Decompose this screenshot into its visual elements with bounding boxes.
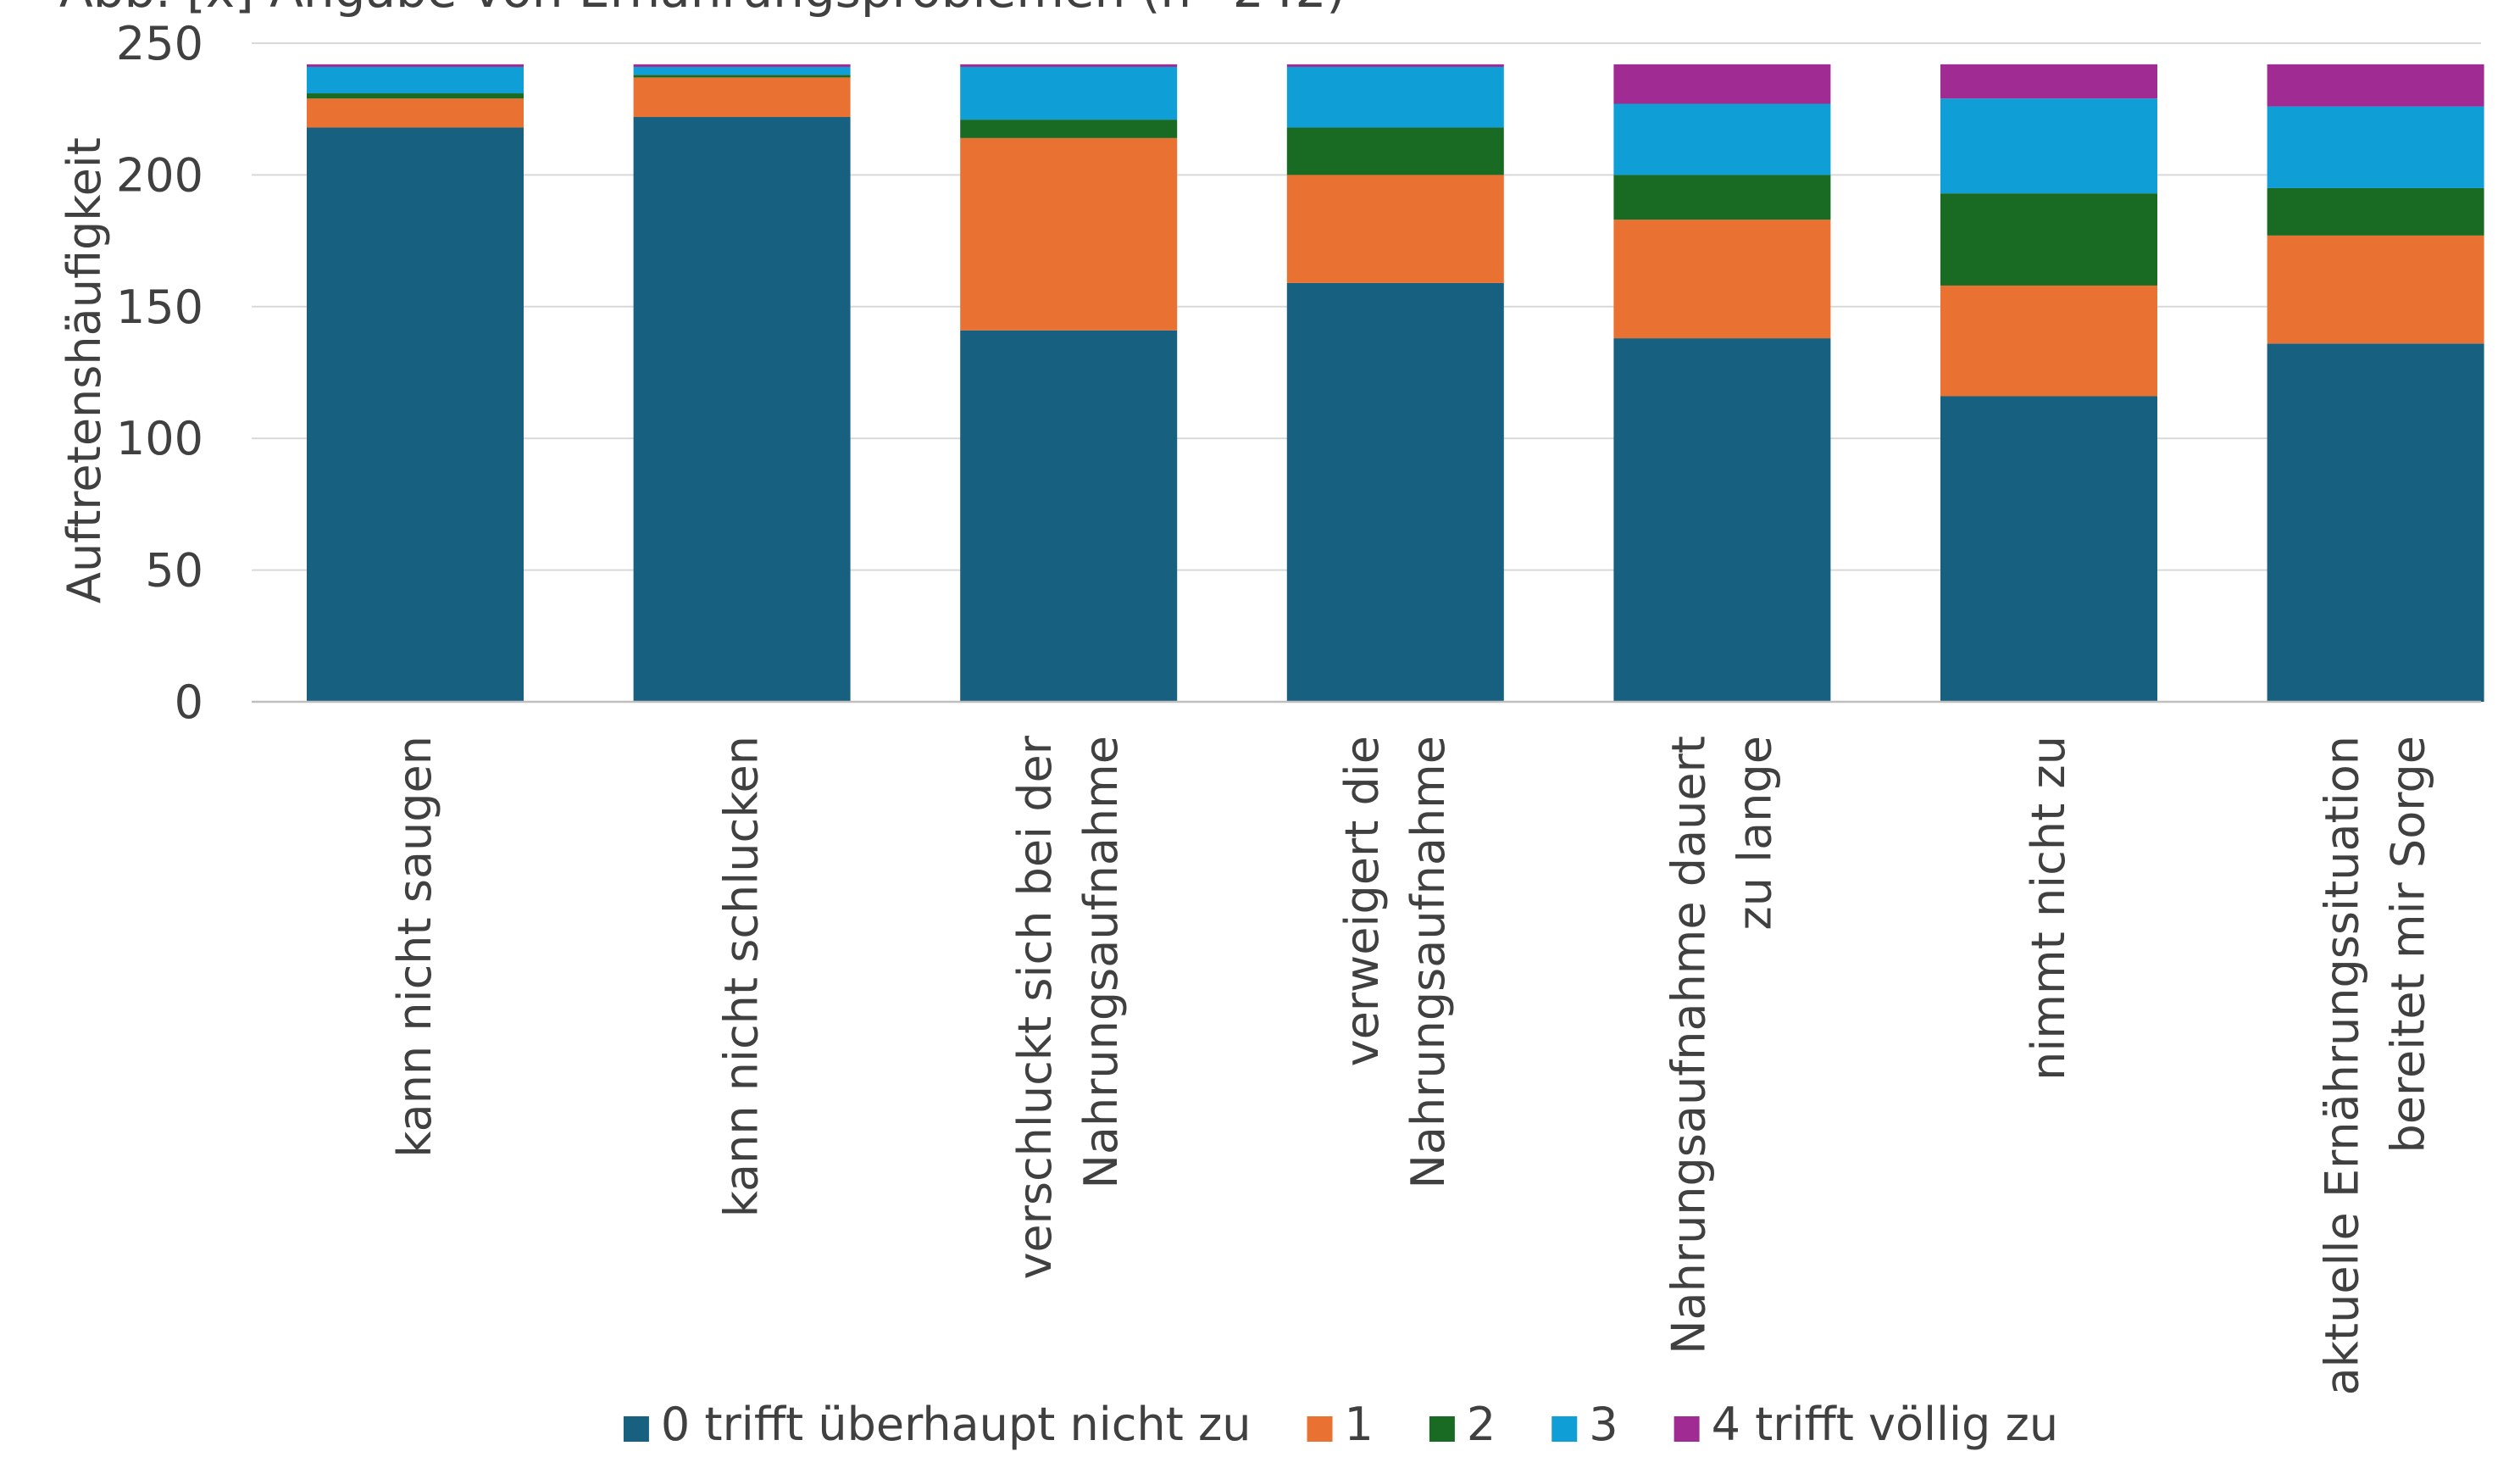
x-tick-labels: kann nicht saugen kann nicht schlucken ver… (388, 735, 2435, 1395)
bar-segment-7-series-1 (2267, 235, 2484, 344)
legend-label: 3 (1589, 1398, 1618, 1451)
y-tick-labels: 0 50 100 150 200 250 (116, 17, 203, 729)
x-tick-label: Nahrungsaufnahme (1402, 736, 1455, 1188)
bar-segment-2-series-0 (633, 117, 851, 703)
legend-item-1: 1 (1307, 1398, 1374, 1451)
y-tick-label: 200 (116, 148, 203, 202)
bar-segment-7-series-4 (2267, 64, 2484, 107)
bar-segment-5-series-4 (1613, 64, 1831, 104)
x-tick-label: Nahrungsaufnahme dauert (1662, 736, 1715, 1354)
x-tick-label: kann nicht saugen (388, 736, 441, 1158)
bar-segment-5-series-3 (1613, 103, 1831, 175)
bar-segment-5-series-0 (1613, 338, 1831, 702)
legend-label: 0 trifft überhaupt nicht zu (661, 1398, 1252, 1451)
bar-segment-5-series-1 (1613, 220, 1831, 339)
x-tick-label: nimmt nicht zu (2022, 736, 2075, 1081)
bar-segment-3-series-2 (960, 120, 1178, 138)
bar-segment-2-series-3 (633, 66, 851, 75)
bar-segment-2-series-2 (633, 75, 851, 78)
bar-segment-3-series-3 (960, 66, 1178, 120)
bar-segment-3-series-1 (960, 137, 1178, 331)
legend-label: 4 trifft völlig zu (1712, 1398, 2058, 1451)
x-tick-label: bereitet mir Sorge (2382, 736, 2435, 1154)
y-tick-label: 250 (116, 17, 203, 70)
legend-swatch (1674, 1416, 1700, 1442)
y-tick-label: 100 (116, 412, 203, 465)
legend-swatch (623, 1416, 649, 1442)
bar-segment-7-series-2 (2267, 187, 2484, 236)
legend-item-4: 4 trifft völlig zu (1674, 1398, 2058, 1451)
bar-segment-4-series-1 (1286, 175, 1504, 283)
x-tick-label: verweigert die (1335, 736, 1389, 1066)
legend-item-0: 0 trifft überhaupt nicht zu (623, 1398, 1252, 1451)
x-tick-label: verschluckt sich bei der (1008, 735, 1062, 1279)
legend-item-2: 2 (1429, 1398, 1496, 1451)
legend-swatch (1307, 1416, 1333, 1442)
legend-label: 2 (1467, 1398, 1496, 1451)
legend-item-3: 3 (1551, 1398, 1618, 1451)
bar-segment-1-series-4 (307, 64, 524, 67)
x-tick-label: kann nicht schlucken (715, 736, 769, 1217)
bar-segment-1-series-2 (307, 93, 524, 99)
bar-segment-3-series-0 (960, 330, 1178, 702)
bar-segment-4-series-4 (1286, 64, 1504, 67)
bar-segment-6-series-3 (1940, 98, 2157, 194)
bar-segment-6-series-1 (1940, 285, 2157, 397)
bar-segment-2-series-4 (633, 64, 851, 67)
bar-segment-1-series-1 (307, 98, 524, 128)
bar-segment-1-series-3 (307, 66, 524, 94)
bar-segment-6-series-2 (1940, 193, 2157, 286)
y-axis-label: Auftretenshäufigkeit (58, 137, 111, 603)
bar-segment-5-series-2 (1613, 175, 1831, 220)
bar-segment-7-series-0 (2267, 343, 2484, 702)
bar-segment-4-series-0 (1286, 282, 1504, 702)
x-tick-label: aktuelle Ernährungssituation (2316, 736, 2369, 1395)
x-tick-label: zu lange (1728, 736, 1781, 931)
legend-swatch (1551, 1416, 1578, 1442)
y-tick-label: 150 (116, 281, 203, 334)
bar-segment-4-series-3 (1286, 66, 1504, 128)
bars (307, 64, 2484, 703)
bar-segment-2-series-1 (633, 77, 851, 118)
chart-title: Abb. [x] Angabe von Ernährungsproblemen … (59, 0, 1346, 19)
y-tick-label: 50 (145, 544, 203, 598)
bar-segment-1-series-0 (307, 127, 524, 702)
x-tick-label: Nahrungsaufnahme (1074, 736, 1128, 1188)
legend: 0 trifft überhaupt nicht zu 1 2 3 4 trifft v… (623, 1398, 2058, 1451)
legend-label: 1 (1345, 1398, 1374, 1451)
bar-segment-3-series-4 (960, 64, 1178, 67)
bar-segment-6-series-4 (1940, 64, 2157, 99)
bar-segment-4-series-2 (1286, 127, 1504, 175)
y-tick-label: 0 (175, 676, 203, 729)
legend-swatch (1429, 1416, 1455, 1442)
bar-segment-6-series-0 (1940, 396, 2157, 702)
bar-segment-7-series-3 (2267, 106, 2484, 188)
